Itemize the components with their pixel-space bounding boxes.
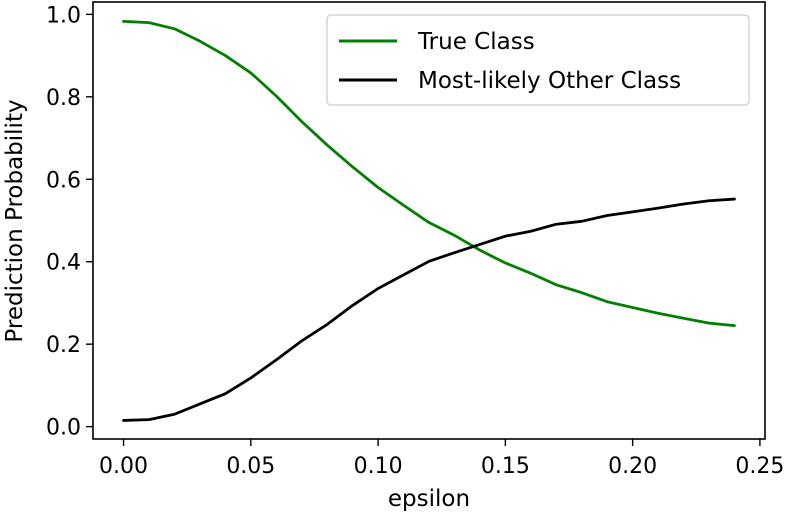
x-tick-label: 0.00 xyxy=(99,454,148,479)
y-axis-label: Prediction Probability xyxy=(2,99,28,342)
y-tick-label: 0.0 xyxy=(46,416,81,441)
x-tick-label: 0.25 xyxy=(735,454,784,479)
y-tick-label: 1.0 xyxy=(46,3,81,28)
y-tick-label: 0.2 xyxy=(46,333,81,358)
y-tick-label: 0.8 xyxy=(46,86,81,111)
x-tick-label: 0.15 xyxy=(481,454,530,479)
x-tick-label: 0.20 xyxy=(608,454,657,479)
y-tick-label: 0.4 xyxy=(46,251,81,276)
x-tick-label: 0.05 xyxy=(226,454,275,479)
y-axis: 0.0 0.2 0.4 0.6 0.8 1.0 xyxy=(46,3,93,441)
y-tick-label: 0.6 xyxy=(46,168,81,193)
legend-label-other-class: Most-likely Other Class xyxy=(418,68,681,94)
series-line-1 xyxy=(122,197,736,422)
legend: True Class Most-likely Other Class xyxy=(326,14,750,106)
x-axis: 0.00 0.05 0.10 0.15 0.20 0.25 xyxy=(99,439,784,479)
legend-label-true-class: True Class xyxy=(417,29,535,55)
x-tick-label: 0.10 xyxy=(354,454,403,479)
x-axis-label: epsilon xyxy=(388,486,470,512)
series-layer xyxy=(122,19,736,422)
legend-box xyxy=(326,14,750,106)
series-line-0 xyxy=(122,19,736,328)
